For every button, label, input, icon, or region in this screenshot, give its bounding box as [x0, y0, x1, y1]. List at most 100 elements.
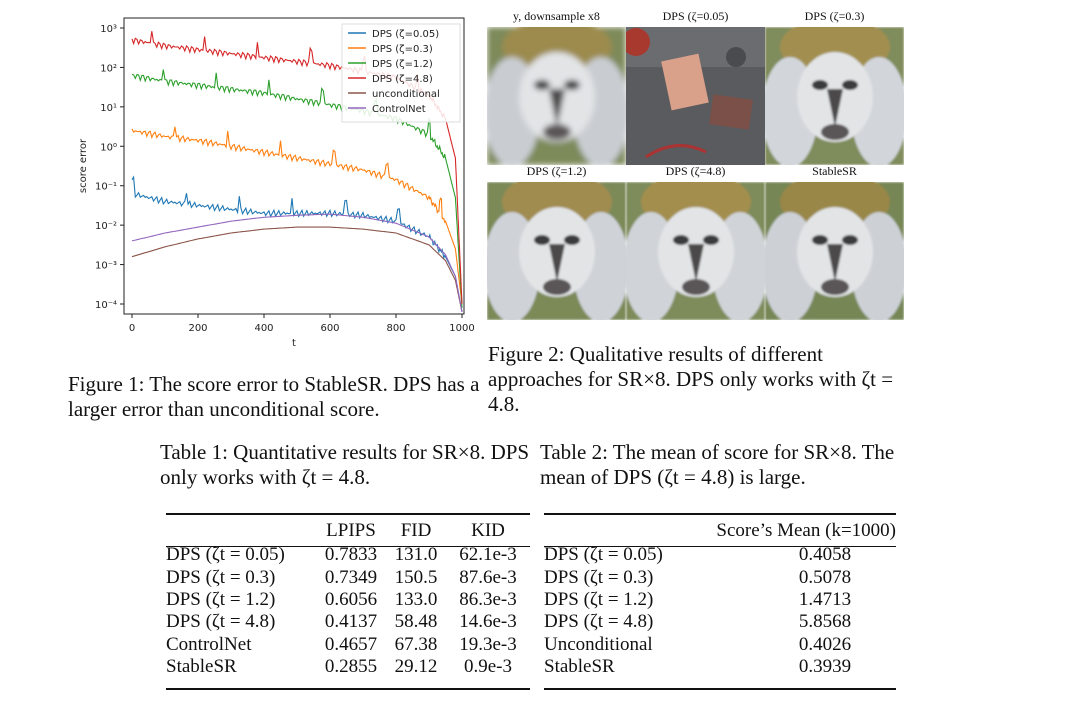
table2-cell-mean: 0.4058 [798, 544, 852, 566]
series-line [131, 175, 463, 312]
figure2-tile-title: DPS (ζ=4.8) [665, 164, 726, 178]
figure2-tile-title: DPS (ζ=1.2) [526, 164, 587, 178]
figure1-caption-label: Figure 1: [68, 372, 145, 396]
table1-cell-kid: 0.9e-3 [463, 656, 512, 678]
x-tick-label: 600 [320, 323, 339, 334]
table2-bottom-rule [544, 688, 896, 690]
table2-row: DPS (ζt = 1.2) 1.4713 [544, 589, 896, 611]
table1-cell-fid: 150.5 [394, 566, 438, 588]
plot-frame [123, 17, 465, 315]
table1-cell-kid: 86.3e-3 [459, 588, 517, 610]
table2-cell-method: DPS (ζt = 4.8) [544, 611, 654, 633]
legend-label: ControlNet [372, 104, 426, 115]
table2-row: DPS (ζt = 4.8) 5.8568 [544, 611, 896, 633]
table1-header-method [166, 518, 316, 544]
table2-mid-rule [544, 546, 896, 547]
figure2-tile-title: StableSR [812, 164, 857, 178]
x-axis-label: t [292, 338, 296, 349]
table1-header-lpips: LPIPS [326, 520, 376, 541]
y-tick-label: 10⁻¹ [95, 182, 117, 193]
y-tick-label: 10⁻² [95, 221, 117, 232]
table2-row: DPS (ζt = 0.05) 0.4058 [544, 544, 896, 566]
table2-cell-method: DPS (ζt = 0.3) [544, 566, 654, 588]
series-line [131, 226, 463, 313]
table2-cell-method: Unconditional [544, 633, 653, 655]
table1-caption: Table 1: Quantitative results for SR×8. … [160, 440, 540, 490]
figure2-image-monkey [626, 182, 765, 320]
table2: Score’s Mean (k=1000) DPS (ζt = 0.05) 0.4… [544, 518, 896, 678]
table1-row: StableSR 0.2855 29.12 0.9e-3 [166, 656, 530, 678]
table1-cell-method: DPS (ζt = 0.05) [166, 544, 285, 566]
table2-cell-method: DPS (ζt = 1.2) [544, 588, 654, 610]
table1-cell-fid: 29.12 [394, 656, 438, 678]
legend-label: DPS (ζ=0.3) [372, 44, 433, 55]
table1-row: DPS (ζt = 0.3) 0.7349 150.5 87.6e-3 [166, 566, 530, 588]
table1-cell-kid: 62.1e-3 [459, 544, 517, 566]
table1-cell-method: DPS (ζt = 0.3) [166, 566, 276, 588]
x-tick-label: 0 [129, 323, 135, 334]
table1-row: DPS (ζt = 4.8) 0.4137 58.48 14.6e-3 [166, 611, 530, 633]
table2-caption-label: Table 2: [540, 440, 608, 464]
x-tick-label: 1000 [449, 323, 474, 334]
table2-caption-text: The mean of score for SR×8. The mean of … [540, 440, 895, 489]
table1-cell-method: DPS (ζt = 4.8) [166, 611, 276, 633]
figure2-caption-label: Figure 2: [488, 342, 565, 366]
table1-cell-kid: 19.3e-3 [459, 633, 517, 655]
figure2-tile-title: DPS (ζ=0.3) [804, 9, 865, 23]
figure2-image-monkey [487, 27, 626, 165]
series-line [131, 69, 463, 308]
y-tick-label: 10³ [100, 24, 117, 35]
x-tick-label: 200 [188, 323, 207, 334]
x-tick-label: 400 [254, 323, 273, 334]
table1-cell-method: DPS (ζt = 1.2) [166, 588, 276, 610]
score-error-chart: 10³ 10² 10¹ 10⁰ 10⁻¹ 10⁻² 10⁻³ 10⁻⁴ 0 200 400 600 80… [78, 17, 475, 349]
figure2-caption-text: Qualitative results of different approac… [488, 342, 894, 416]
legend-box [341, 23, 461, 123]
table1-cell-lpips: 0.6056 [324, 588, 378, 610]
series-line [131, 126, 463, 305]
table1-row: ControlNet 0.4657 67.38 19.3e-3 [166, 634, 530, 656]
table1-cell-lpips: 0.4657 [324, 633, 378, 655]
figure2-image-scene [626, 27, 765, 165]
y-tick-label: 10⁻³ [95, 261, 117, 272]
table1-cell-fid: 58.48 [394, 611, 438, 633]
table1-cell-method: ControlNet [166, 633, 252, 655]
table1-cell-lpips: 0.7349 [324, 566, 378, 588]
table1-cell-fid: 67.38 [394, 633, 438, 655]
table1-cell-fid: 133.0 [394, 588, 438, 610]
table2-header-mean: Score’s Mean (k=1000) [716, 520, 896, 541]
figure2-image-monkey [765, 182, 904, 320]
figure1-caption-text: The score error to StableSR. DPS has a l… [68, 372, 480, 421]
legend-label: DPS (ζ=0.05) [372, 29, 439, 40]
table2-cell-method: DPS (ζt = 0.05) [544, 544, 663, 566]
figure2-tile-title: y, downsample x8 [513, 9, 600, 23]
table2-cell-mean: 0.3939 [798, 656, 852, 678]
figure1-caption: Figure 1: The score error to StableSR. D… [68, 372, 484, 422]
y-tick-label: 10¹ [100, 103, 117, 114]
table1-cell-lpips: 0.7833 [324, 544, 378, 566]
figure2-tile-title: DPS (ζ=0.05) [662, 9, 729, 23]
table1-cell-method: StableSR [166, 656, 237, 678]
table1-cell-lpips: 0.2855 [324, 656, 378, 678]
table2-cell-mean: 5.8568 [798, 611, 852, 633]
table1-cell-kid: 14.6e-3 [459, 611, 517, 633]
figure2-caption: Figure 2: Qualitative results of differe… [488, 342, 904, 417]
table2-cell-mean: 1.4713 [798, 588, 852, 610]
table1-cell-kid: 87.6e-3 [459, 566, 517, 588]
table1-bottom-rule [166, 688, 530, 690]
table1: LPIPS FID KID DPS (ζt = 0.05) 0.7833 131.0… [166, 518, 530, 678]
table2-caption: Table 2: The mean of score for SR×8. The… [540, 440, 915, 490]
table2-row: DPS (ζt = 0.3) 0.5078 [544, 566, 896, 588]
table1-header-row: LPIPS FID KID [166, 518, 530, 544]
y-tick-label: 10⁰ [100, 142, 117, 153]
table1-cell-fid: 131.0 [394, 544, 438, 566]
table1-row: DPS (ζt = 1.2) 0.6056 133.0 86.3e-3 [166, 589, 530, 611]
legend-label: DPS (ζ=1.2) [372, 59, 433, 70]
table2-cell-method: StableSR [544, 656, 615, 678]
y-tick-label: 10² [100, 63, 117, 74]
table1-cell-lpips: 0.4137 [324, 611, 378, 633]
table1-header-fid: FID [400, 520, 432, 541]
legend-label: DPS (ζ=4.8) [372, 74, 433, 85]
table1-row: DPS (ζt = 0.05) 0.7833 131.0 62.1e-3 [166, 544, 530, 566]
table2-cell-mean: 0.4026 [798, 633, 852, 655]
